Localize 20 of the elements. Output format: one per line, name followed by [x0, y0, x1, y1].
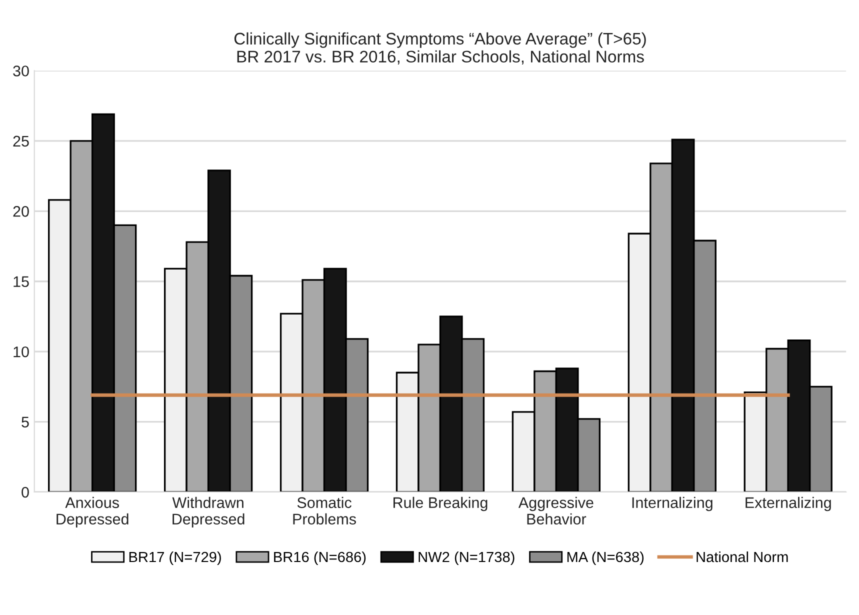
- y-tick-label: 30: [13, 66, 29, 76]
- y-tick-label: 25: [13, 136, 29, 147]
- chart-title: Clinically Significant Symptoms “Above Average” (T>65) BR 2017 vs. BR 2016, Similar Schools, National Norms: [234, 32, 646, 65]
- x-tick-label: Aggressive Behavior: [518, 496, 594, 525]
- legend-label: MA (N=638): [567, 551, 644, 566]
- x-tick-label: Externalizing: [746, 496, 831, 512]
- y-tick-label: 20: [13, 206, 29, 217]
- x-tick-label: Internalizing: [632, 496, 712, 512]
- legend-label: National Norm: [696, 551, 788, 562]
- y-tick-label: 15: [14, 276, 29, 288]
- x-tick-label: Rule Breaking: [394, 496, 488, 512]
- legend-label: BR16 (N=686): [274, 551, 366, 566]
- x-tick-label: Anxious Depressed: [56, 496, 128, 528]
- x-tick-label: Withdrawn Depressed: [172, 496, 244, 528]
- y-tick-label: 10: [14, 346, 29, 358]
- y-tick-label: 0: [22, 486, 29, 498]
- legend-label: BR17 (N=729): [129, 551, 221, 566]
- y-tick-label: 5: [22, 416, 29, 428]
- x-tick-label: Somatic Problems: [293, 496, 356, 525]
- legend-label: NW2 (N=1738): [418, 551, 514, 566]
